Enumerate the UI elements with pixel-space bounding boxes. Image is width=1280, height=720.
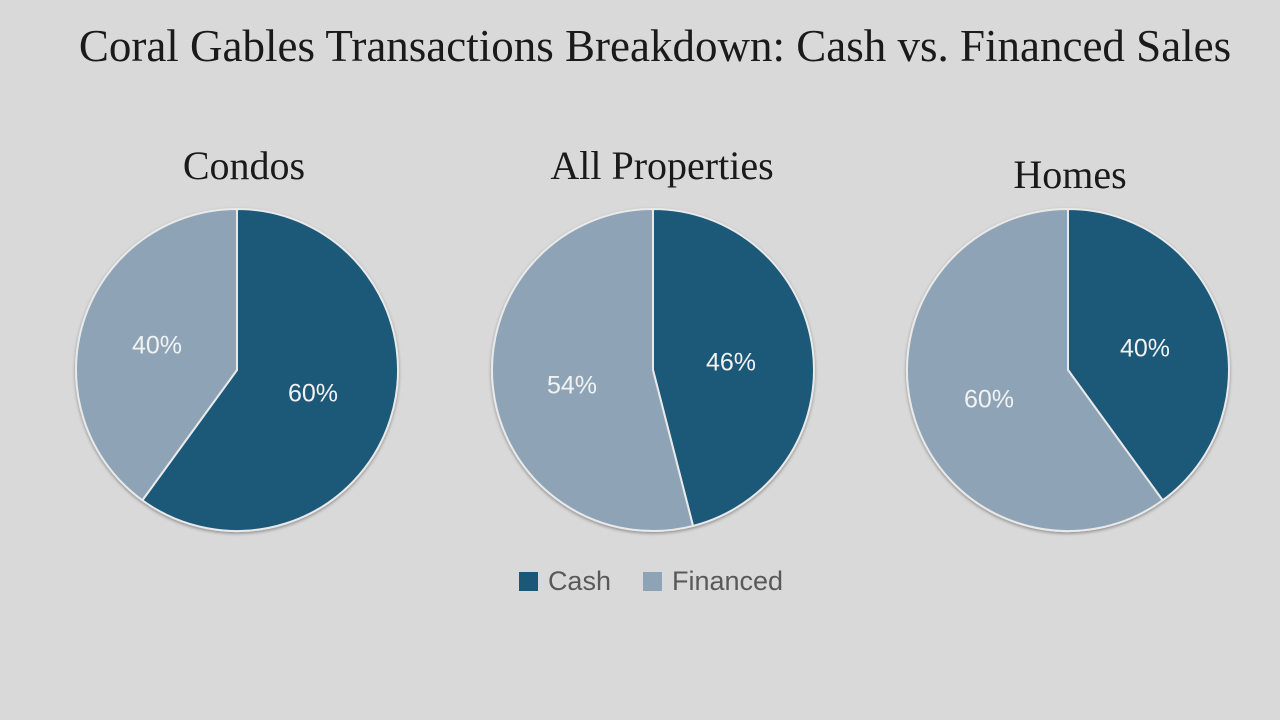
svg-text:40%: 40% [132, 332, 182, 360]
svg-text:60%: 60% [964, 386, 1014, 414]
svg-text:46%: 46% [706, 349, 756, 377]
svg-text:54%: 54% [547, 372, 597, 400]
svg-text:60%: 60% [288, 380, 338, 408]
svg-text:40%: 40% [1120, 335, 1170, 363]
